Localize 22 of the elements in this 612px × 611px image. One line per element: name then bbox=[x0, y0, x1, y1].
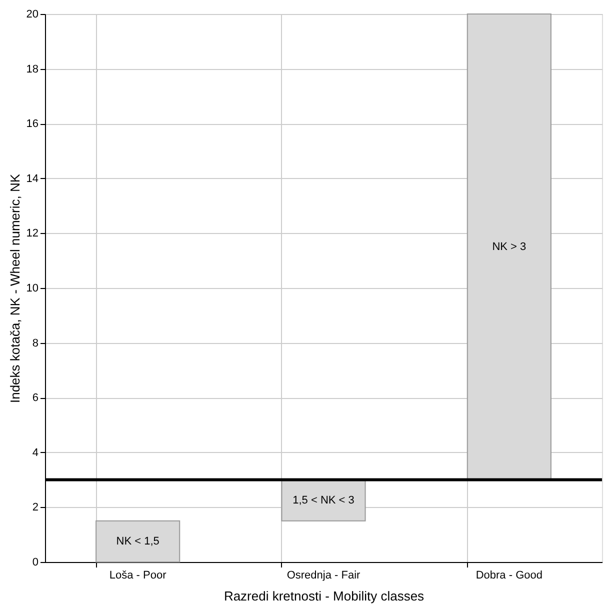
y-axis-title: Indeks kotača, NK - Wheel numeric, NK bbox=[7, 174, 22, 404]
bar bbox=[96, 520, 180, 562]
x-axis-title: Razredi kretnosti - Mobility classes bbox=[224, 588, 425, 604]
y-tick-label: 0 bbox=[32, 556, 38, 568]
y-tick-label: 2 bbox=[32, 502, 38, 514]
y-tick-label: 8 bbox=[32, 337, 38, 350]
y-tick-label: 14 bbox=[26, 172, 38, 185]
x-tick-label: Osrednja - Fair bbox=[286, 570, 361, 582]
y-tick-label: 10 bbox=[26, 282, 38, 294]
annotation: 1,5 < NK < 3 bbox=[292, 494, 354, 506]
x-tick-label: Loša - Poor bbox=[109, 570, 167, 582]
y-tick-label: 20 bbox=[26, 8, 38, 20]
y-tick-label: 4 bbox=[32, 446, 38, 459]
y-tick-label: 6 bbox=[32, 392, 38, 404]
annotation: NK < 1,5 bbox=[116, 535, 160, 548]
annotation: NK > 3 bbox=[492, 240, 526, 253]
y-tick-label: 18 bbox=[26, 63, 38, 76]
y-tick-label: 12 bbox=[26, 228, 38, 240]
x-tick-label: Dobra - Good bbox=[476, 570, 542, 582]
bar bbox=[281, 479, 366, 522]
y-tick-label: 16 bbox=[26, 118, 38, 130]
bar bbox=[466, 14, 552, 480]
